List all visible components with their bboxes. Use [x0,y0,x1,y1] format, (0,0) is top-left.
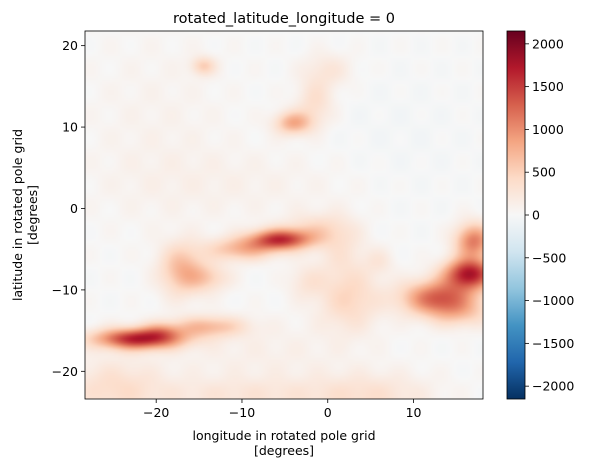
y-axis-label-line1: latitude in rotated pole grid [10,129,25,301]
x-tick-label: 0 [324,405,332,420]
x-tick-label: −10 [229,405,255,420]
y-tick-label: 10 [62,120,78,135]
heatmap-image [85,31,483,399]
y-tick-label: −10 [52,282,78,297]
x-tick-label: 10 [406,405,422,420]
y-tick-label: 20 [62,38,78,53]
colorbar-ticks: 2000 1500 1000 500 0 −500 −1000 −1500 −2000 [525,36,574,394]
chart-title: rotated_latitude_longitude = 0 [173,11,395,27]
y-axis-label-line2: [degrees] [25,185,40,245]
x-axis-label-line2: [degrees] [254,443,314,458]
colorbar-gradient [507,31,525,399]
colorbar-tick-label: 2000 [532,36,564,51]
colorbar-tick-label: −500 [532,250,566,265]
colorbar-tick-label: −2000 [532,379,574,394]
x-axis-label: longitude in rotated pole grid [degrees] [192,428,375,458]
y-axis-label: latitude in rotated pole grid [degrees] [10,129,40,301]
colorbar-tick-label: 0 [532,208,540,223]
y-tick-label: 0 [70,201,78,216]
x-axis-ticks: −20 −10 0 10 [143,399,422,420]
y-axis-ticks: −20 −10 0 10 20 [52,38,85,379]
x-tick-label: −20 [143,405,169,420]
y-tick-label: −20 [52,364,78,379]
colorbar: 2000 1500 1000 500 0 −500 −1000 −1500 −2000 [506,30,574,400]
colorbar-tick-label: 500 [532,165,556,180]
x-axis-label-line1: longitude in rotated pole grid [192,428,375,443]
colorbar-tick-label: 1000 [532,122,564,137]
plot-frame [84,30,484,400]
heatmap-plot [84,30,484,400]
colorbar-tick-label: −1000 [532,293,574,308]
colorbar-tick-label: 1500 [532,79,564,94]
colorbar-tick-label: −1500 [532,336,574,351]
